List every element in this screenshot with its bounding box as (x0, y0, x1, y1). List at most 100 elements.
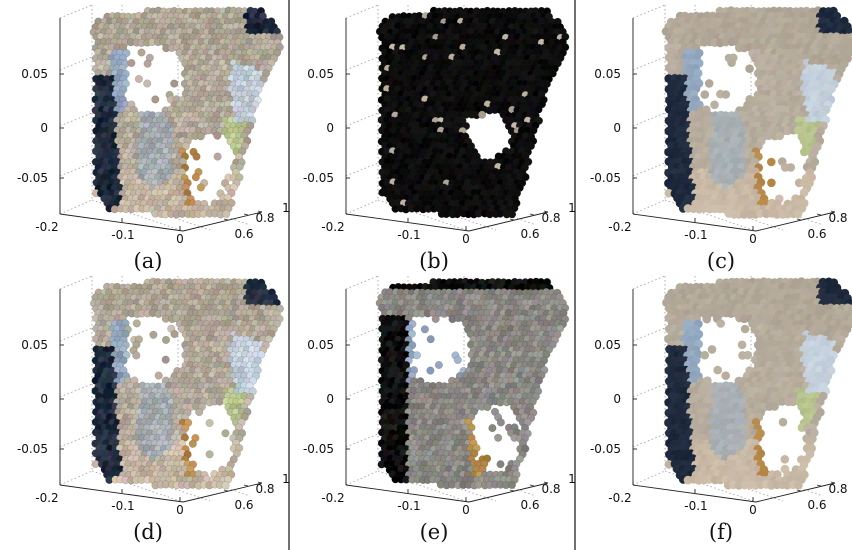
data-point (704, 79, 714, 88)
y-tick-label: 0.05 (307, 338, 334, 352)
y-tick-label: -0.05 (17, 442, 48, 456)
x-tick-label: 0 (462, 503, 470, 517)
data-point (188, 439, 197, 448)
z-tick-label: 0.8 (255, 211, 274, 225)
y-tick-label: 0.05 (594, 67, 621, 81)
x-tick-label: 0 (176, 503, 184, 517)
grid-line (632, 199, 666, 215)
x-tick-label: -0.2 (35, 220, 58, 234)
x-tick-label: -0.2 (321, 491, 344, 505)
z-tick-mark (509, 489, 515, 492)
x-tick-label: -0.1 (111, 499, 134, 513)
z-tick-mark (257, 210, 263, 213)
y-tick-label: -0.05 (303, 442, 334, 456)
data-point (478, 110, 487, 119)
x-tick-label: -0.2 (608, 220, 631, 234)
data-point (161, 355, 170, 364)
data-point (700, 90, 710, 99)
grid-line (345, 383, 379, 398)
grid-line (59, 433, 93, 448)
data-point (205, 418, 214, 427)
data-point (222, 209, 231, 218)
z-tick-label: 0.6 (234, 498, 253, 512)
grid-line (345, 56, 379, 71)
data-point (149, 330, 158, 339)
x-tick-label: -0.1 (397, 228, 420, 242)
data-point (170, 79, 179, 88)
z-tick-label: 0.6 (807, 227, 826, 241)
panel-c: 0.050-0.05-0.2-0.100.60.81(c) (590, 4, 852, 273)
grid-line (345, 162, 379, 177)
grid-line (632, 162, 666, 177)
x-axis-line (59, 213, 184, 232)
z-tick-mark (816, 213, 822, 216)
data-point (488, 424, 497, 433)
x-tick-label: 0 (176, 232, 184, 246)
grid-line (345, 199, 379, 215)
z-tick-label: 0.8 (541, 211, 560, 225)
panel-caption: (c) (707, 249, 735, 273)
z-tick-mark (243, 213, 249, 216)
z-tick-mark (796, 218, 802, 221)
data-point (196, 132, 205, 141)
data-point (786, 163, 796, 172)
data-point (727, 58, 736, 67)
data-point (710, 100, 719, 110)
grid-line (59, 162, 93, 177)
data-point (132, 351, 141, 360)
grid-line (632, 56, 666, 71)
grid-line (59, 199, 93, 215)
data-point (221, 481, 230, 490)
z-tick-mark (243, 484, 249, 487)
data-point (745, 64, 754, 73)
data-point (137, 48, 146, 57)
z-tick-mark (509, 218, 515, 221)
data-point (426, 366, 435, 375)
y-tick-label: 0.05 (21, 67, 48, 81)
y-tick-label: 0 (326, 121, 334, 135)
z-tick-label: 0.8 (541, 482, 560, 496)
data-point (767, 157, 776, 167)
grid-line (59, 470, 93, 486)
panel-group: 0.050-0.05-0.2-0.1 0 0.60.81(a)0.050-0.05-… (17, 4, 852, 544)
z-tick-mark (223, 489, 229, 492)
grid-line (59, 56, 93, 71)
data-point (431, 315, 440, 324)
data-point (775, 131, 785, 141)
z-tick-mark (529, 213, 535, 216)
panel-a: 0.050-0.05-0.2-0.1 0 0.60.81(a) (17, 4, 290, 273)
panel-d: 0.050-0.05-0.2-0.1 0 0.60.81(d) (17, 275, 290, 544)
data-point (143, 79, 152, 88)
data-point (793, 209, 803, 219)
data-point (132, 319, 141, 328)
data-point (205, 450, 214, 459)
x-tick-label: -0.2 (321, 220, 344, 234)
data-point (496, 418, 505, 427)
y-tick-label: -0.05 (303, 171, 334, 185)
y-tick-label: 0 (613, 121, 621, 135)
grid-line (345, 433, 379, 448)
data-point (496, 209, 505, 218)
grid-line (345, 327, 379, 342)
data-point (151, 95, 160, 104)
grid-line (121, 199, 211, 231)
panel-caption: (d) (133, 520, 163, 544)
grid-line (59, 383, 93, 398)
grid-line (632, 112, 666, 127)
y-tick-label: -0.05 (590, 171, 621, 185)
point-cloud (375, 277, 570, 490)
data-point (420, 325, 429, 334)
x-tick-label: 0 (749, 232, 757, 246)
z-tick-label: 1 (568, 201, 576, 215)
data-point (134, 74, 143, 83)
data-point (434, 360, 443, 369)
data-point (143, 59, 152, 68)
panel-b: 0.050-0.05-0.2-0.1 0 0.60.81(b) (303, 4, 576, 273)
x-tick-label: 0 (462, 232, 470, 246)
data-point (412, 351, 421, 360)
y-tick-label: 0 (40, 392, 48, 406)
grid-line (91, 199, 181, 231)
panel-e: 0.050-0.05-0.2-0.1 0 0.60.81(e) (303, 275, 576, 544)
grid-line (345, 275, 379, 290)
y-tick-label: 0 (326, 392, 334, 406)
